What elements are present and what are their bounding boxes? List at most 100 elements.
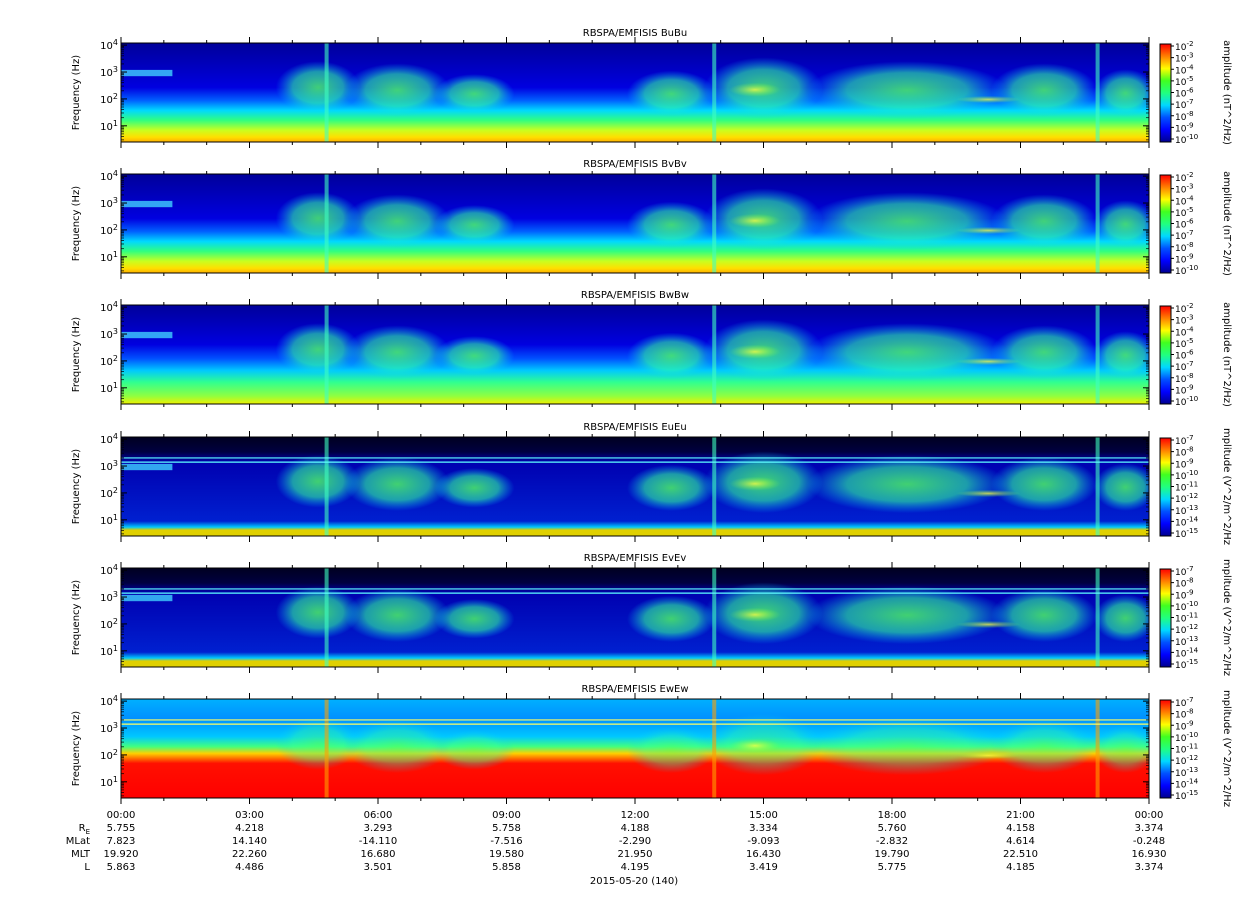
colorbar-label: amplitude (nT^2/Hz) [1221,40,1232,145]
y-tick-label: 103 [100,459,118,473]
colorbar-label: mplitude (V^2/m^2/Hz [1221,690,1232,807]
colorbar-tick-label: 10-4 [1175,324,1194,338]
ephemeris-value: 5.760 [878,823,907,834]
y-axis-label: Frequency (Hz) [71,186,82,262]
colorbar-tick-label: 10-8 [1175,109,1194,123]
emission-region [991,719,1098,773]
colorbar-tick-label: 10-10 [1175,394,1199,408]
x-tick-label: 12:00 [621,810,650,821]
perigee-spike [324,568,329,667]
y-tick-label: 101 [100,644,118,658]
y-tick-label: 103 [100,721,118,735]
ephemeris-label: MLat [66,836,90,847]
emission-region [806,717,1008,776]
ephemeris-value: 3.374 [1135,823,1164,834]
colorbar-tick-label: 10-7 [1175,228,1194,242]
intense-emission [729,82,781,97]
emission-region [275,455,361,508]
colorbar-tick-label: 10-3 [1175,51,1194,65]
perigee-spike [324,43,329,142]
colorbar-tick-label: 10-13 [1175,634,1198,648]
ephemeris-value: 5.755 [107,823,136,834]
colorbar-tick-label: 10-7 [1175,97,1194,111]
emission-region [627,201,716,248]
emission-region [627,464,716,511]
x-tick-label: 06:00 [364,810,393,821]
intense-emission [956,95,1021,104]
colorbar-tick-label: 10-7 [1175,433,1194,447]
early-band [121,594,173,602]
y-tick-label: 101 [100,775,118,789]
perigee-spike [324,699,329,798]
emission-region [344,63,451,117]
colorbar-tick-label: 10-9 [1175,382,1194,396]
date-label: 2015-05-20 (140) [590,876,678,887]
ephemeris-value: -14.110 [359,836,398,847]
emission-region [434,729,515,770]
y-tick-label: 102 [100,92,118,106]
panel-title: RBSPA/EMFISIS BwBw [581,290,689,301]
colorbar-tick-label: 10-4 [1175,62,1194,76]
colorbar [1159,568,1172,668]
ephemeris-value: 3.334 [749,823,778,834]
colorbar-tick-label: 10-10 [1175,132,1199,146]
early-band [121,463,173,471]
ephemeris-value: 5.758 [492,823,521,834]
emission-region [806,192,1008,251]
ephemeris-value: 22.510 [1003,849,1038,860]
perigee-spike [712,43,717,142]
ephemeris-value: 4.158 [1006,823,1035,834]
colorbar-tick-label: 10-2 [1175,170,1194,184]
emission-region [806,61,1008,120]
colorbar-label: mplitude (V^2/m^2/Hz [1221,428,1232,545]
emission-region [806,455,1008,514]
perigee-spike [1095,568,1100,667]
emission-region [806,323,1008,382]
colorbar-tick-label: 10-10 [1175,263,1199,277]
ephemeris-value: 4.218 [235,823,264,834]
colorbar-tick-label: 10-15 [1175,657,1198,671]
emission-region [991,194,1098,248]
colorbar [1159,699,1172,799]
spectrogram-image [121,699,1149,798]
perigee-spike [712,305,717,404]
colorbar-tick-label: 10-4 [1175,193,1194,207]
emission-region [344,325,451,379]
x-tick-label: 00:00 [107,810,136,821]
ephemeris-value: 19.790 [875,849,910,860]
colorbar-tick-label: 10-5 [1175,74,1194,88]
colorbar-tick-label: 10-14 [1175,776,1199,790]
time-axis-labels: 00:00 03:00 06:00 09:00 12:00 15:00 18:00 21:00… [107,810,1164,821]
y-tick-label: 103 [100,590,118,604]
colorbar-tick-label: 10-6 [1175,217,1194,231]
ephemeris-value: 3.374 [1135,862,1164,873]
intense-emission [956,226,1021,235]
colorbar-tick-label: 10-9 [1175,120,1194,134]
y-tick-label: 102 [100,223,118,237]
spectrogram-image [121,568,1149,667]
colorbar-tick-label: 10-6 [1175,86,1194,100]
colorbar [1159,174,1172,274]
emission-region [991,63,1098,117]
colorbar-label: amplitude (nT^2/Hz) [1221,302,1232,407]
y-tick-label: 104 [100,563,118,577]
y-axis-label: Frequency (Hz) [71,580,82,656]
early-band [121,200,173,208]
y-axis-label: Frequency (Hz) [71,317,82,393]
emission-region [627,332,716,379]
emission-region [344,194,451,248]
x-tick-label: 09:00 [492,810,521,821]
colorbar-tick-label: 10-8 [1175,371,1194,385]
colorbar-tick-label: 10-7 [1175,564,1194,578]
colorbar-tick-label: 10-5 [1175,205,1194,219]
emission-region [434,335,515,376]
spectrogram-image [121,174,1149,273]
intense-emission [729,344,781,359]
intense-emission [729,213,781,228]
perigee-spike [324,174,329,273]
y-tick-label: 103 [100,327,118,341]
colorbar-label: amplitude (nT^2/Hz) [1221,171,1232,276]
colorbar-tick-label: 10-12 [1175,753,1198,767]
panel-2: RBSPA/EMFISIS BvBv Frequency (Hz) 101 102 10… [71,159,1232,279]
colorbar-tick-label: 10-11 [1175,742,1198,756]
